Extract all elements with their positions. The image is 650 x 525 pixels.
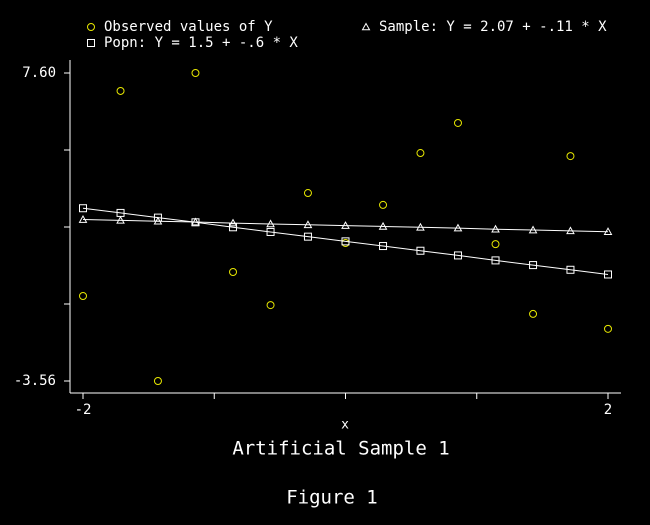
marker [266, 301, 275, 310]
line [82, 207, 609, 275]
marker [453, 251, 462, 260]
legend-label: Popn: Y = 1.5 + -.6 * X [104, 35, 298, 51]
marker [191, 218, 200, 227]
marker [453, 118, 462, 127]
marker [416, 246, 425, 255]
marker [529, 261, 538, 270]
legend-marker [361, 22, 371, 31]
marker [341, 221, 350, 229]
chart-title: Artificial Sample 1 [232, 438, 449, 460]
marker [266, 219, 275, 228]
marker [303, 189, 312, 198]
legend-label: Sample: Y = 2.07 + -.11 * X [379, 19, 607, 35]
y-tick-label: -3.56 [14, 373, 56, 389]
x-tick-label: -2 [75, 402, 92, 418]
marker [153, 213, 162, 222]
marker [491, 224, 500, 233]
marker [416, 149, 425, 158]
marker [453, 223, 463, 232]
marker [379, 200, 388, 209]
marker [229, 267, 238, 276]
marker [266, 227, 275, 236]
marker [229, 223, 238, 232]
marker [78, 215, 88, 223]
marker [191, 69, 200, 77]
marker [153, 377, 162, 385]
marker [116, 215, 125, 224]
marker [604, 270, 612, 279]
marker [228, 218, 238, 227]
caption: Figure 1 [286, 487, 378, 509]
x-axis-label: x [341, 418, 349, 433]
marker [116, 86, 125, 95]
marker [303, 220, 313, 229]
marker [491, 256, 500, 265]
marker [79, 204, 87, 213]
marker [603, 227, 613, 235]
marker [528, 225, 538, 234]
marker [378, 221, 388, 230]
marker [303, 232, 312, 241]
marker [491, 240, 500, 249]
legend-marker [87, 39, 95, 47]
y-tick-label: 7.60 [22, 65, 56, 81]
marker [379, 242, 388, 251]
x-tick-label: 2 [604, 402, 612, 418]
legend-marker [87, 23, 95, 31]
marker [116, 208, 125, 217]
marker [566, 226, 575, 235]
marker [566, 265, 575, 274]
marker [566, 152, 575, 161]
line [82, 219, 609, 233]
marker [79, 291, 87, 300]
marker [529, 309, 538, 318]
marker [341, 237, 350, 246]
marker [604, 324, 612, 333]
marker [416, 222, 425, 231]
legend-label: Observed values of Y [104, 19, 273, 35]
